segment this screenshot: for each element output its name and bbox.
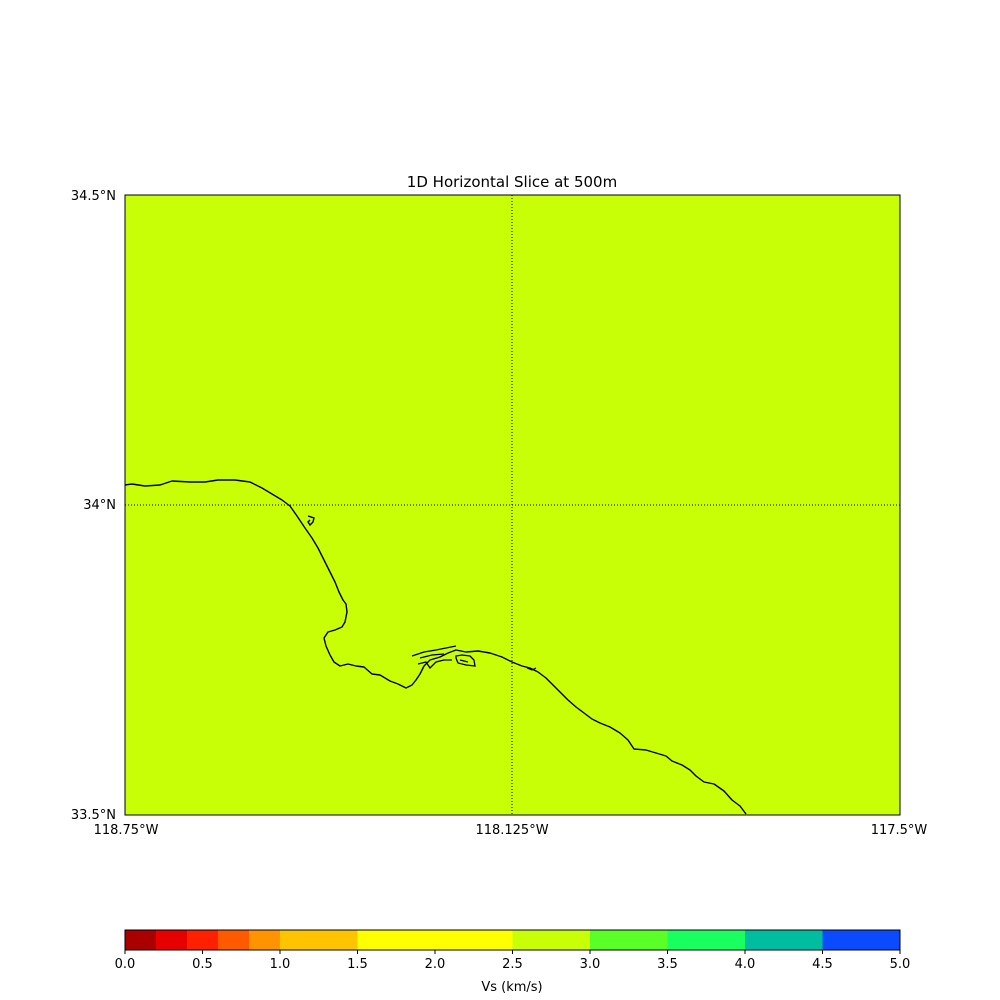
colorbar-tick-label-2: 1.0: [270, 957, 291, 972]
colorbar-tick-label-3: 1.5: [347, 957, 368, 972]
colorbar-bin-5: [280, 930, 358, 950]
colorbar-label: Vs (km/s): [481, 980, 542, 995]
colorbar-bin-2: [187, 930, 218, 950]
coastline: [124, 479, 747, 815]
colorbar-bin-1: [156, 930, 187, 950]
colorbar-tick-label-0: 0.0: [115, 957, 136, 972]
colorbar-bin-6: [357, 930, 513, 950]
colorbar-tick-label-7: 3.5: [657, 957, 678, 972]
colorbar: 0.0 0.5 1.0 1.5 2.0 2.5 3.0 3.5 4.0 4.5 5.0: [115, 929, 911, 972]
lat-label-top: 34.5°N: [71, 189, 116, 204]
colorbar-bin-9: [667, 930, 745, 950]
colorbar-tick-label-4: 2.0: [425, 957, 446, 972]
colorbar-tick-label-6: 3.0: [580, 957, 601, 972]
colorbar-tick-label-8: 4.0: [735, 957, 756, 972]
map-frame: [124, 194, 901, 816]
colorbar-bin-0: [125, 930, 156, 950]
island: [307, 515, 315, 527]
lon-label-center: 118.125°W: [475, 823, 548, 838]
lon-label-right: 117.5°W: [871, 823, 928, 838]
harbor-outline: [411, 645, 476, 670]
map-title: 1D Horizontal Slice at 500m: [407, 173, 617, 191]
colorbar-bin-4: [249, 930, 280, 950]
lat-label-middle: 34°N: [83, 498, 116, 513]
pier: [526, 667, 537, 671]
lat-label-bottom: 33.5°N: [71, 808, 116, 823]
lon-label-left: 118.75°W: [94, 823, 159, 838]
colorbar-tick-label-5: 2.5: [502, 957, 523, 972]
colorbar-tick-label-1: 0.5: [192, 957, 213, 972]
colorbar-tick-label-9: 4.5: [812, 957, 833, 972]
colorbar-bin-3: [218, 930, 249, 950]
colorbar-bin-10: [745, 930, 823, 950]
colorbar-bin-8: [590, 930, 668, 950]
colorbar-tick-label-10: 5.0: [890, 957, 911, 972]
colorbar-bin-11: [822, 930, 900, 950]
colorbar-bin-7: [512, 930, 590, 950]
